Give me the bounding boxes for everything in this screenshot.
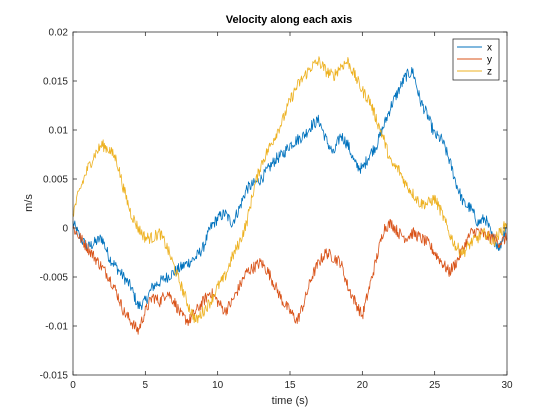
legend: xyz <box>452 38 500 81</box>
series-line-z <box>72 56 508 324</box>
x-tick-label: 15 <box>284 380 296 391</box>
y-axis: -0.015 -0.01 -0.005 0 0.005 0.01 0.015 0.02 <box>40 28 507 382</box>
x-tick-label: 20 <box>357 380 369 391</box>
x-axis-label: time (s) <box>272 395 309 407</box>
y-axis-label: m/s <box>23 194 35 212</box>
legend-label-x: x <box>487 43 492 54</box>
legend-label-y: y <box>487 55 492 66</box>
series-layer <box>72 56 508 335</box>
legend-label-z: z <box>487 67 492 78</box>
x-tick-label: 5 <box>143 380 149 391</box>
x-tick-label: 25 <box>429 380 441 391</box>
x-tick-label: 30 <box>501 380 513 391</box>
series-line-x <box>72 66 508 311</box>
y-tick-label: 0.015 <box>43 77 68 88</box>
y-tick-label: -0.015 <box>40 371 69 382</box>
y-tick-label: 0.005 <box>43 175 68 186</box>
y-tick-label: -0.01 <box>45 322 68 333</box>
x-tick-label: 0 <box>70 380 76 391</box>
chart-title: Velocity along each axis <box>226 14 353 26</box>
y-tick-label: 0.02 <box>49 28 69 39</box>
x-axis: 0 5 10 15 20 25 30 <box>70 32 513 391</box>
y-tick-label: 0.01 <box>49 126 69 137</box>
plot-area <box>73 32 507 375</box>
series-line-y <box>72 218 508 335</box>
y-tick-label: 0 <box>62 224 68 235</box>
y-tick-label: -0.005 <box>40 273 69 284</box>
x-tick-label: 10 <box>212 380 224 391</box>
